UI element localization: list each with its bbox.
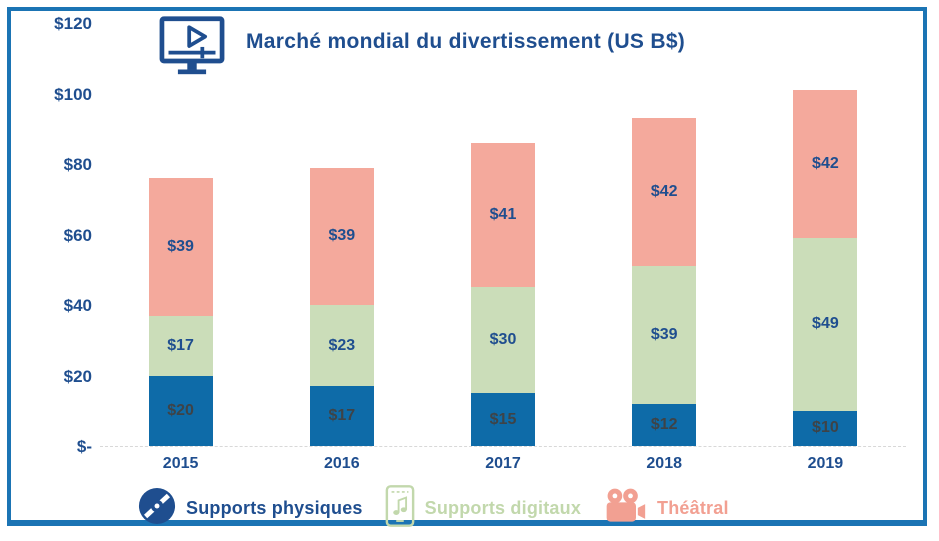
segment: $39 <box>632 266 697 404</box>
bar-slot-2019: $10 $49 $42 <box>745 24 906 446</box>
x-tick-label: 2018 <box>646 455 682 472</box>
chart-title: Marché mondial du divertissement (US B$) <box>246 29 686 53</box>
segment: $41 <box>471 142 535 288</box>
segment-value-label: $39 <box>328 227 356 245</box>
stacked-bar-2018: $12 $39 $42 <box>632 118 697 446</box>
phone-music-icon <box>385 484 415 533</box>
segment: $42 <box>793 89 858 239</box>
segment-value-label: $42 <box>650 183 678 201</box>
bar-slot-2017: $15 $30 $41 <box>422 24 583 446</box>
video-monitor-icon <box>158 15 226 82</box>
x-tick-label: 2016 <box>324 455 360 472</box>
segment-value-label: $10 <box>812 419 839 437</box>
x-axis: 2015 2016 2017 2018 2019 <box>100 455 906 473</box>
legend: Supports physiques Supports digitaux Théât… <box>138 484 729 533</box>
plot-area: $20 $17 $39 $17 $23 $39 $15 $30 $41 $12 $39 $42 $10 $… <box>100 24 906 447</box>
segment-value-label: $17 <box>328 407 356 425</box>
segment: $20 <box>148 375 213 446</box>
segment-value-label: $12 <box>650 415 678 433</box>
segment-value-label: $41 <box>489 206 517 224</box>
y-tick-label: $20 <box>63 366 92 386</box>
segment: $23 <box>309 305 374 387</box>
segment: $39 <box>309 167 374 306</box>
bar-slot-2018: $12 $39 $42 <box>584 24 745 446</box>
segment-value-label: $17 <box>167 336 194 354</box>
stacked-bar-2016: $17 $23 $39 <box>309 167 374 446</box>
legend-label: Théâtral <box>657 498 729 518</box>
segment: $49 <box>793 238 858 411</box>
segment: $12 <box>632 403 697 446</box>
movie-camera-icon <box>603 487 647 530</box>
x-tick-label: 2017 <box>485 455 521 472</box>
y-tick-label: $80 <box>63 155 92 174</box>
x-tick-label: 2019 <box>807 455 844 472</box>
disc-icon <box>138 487 176 530</box>
y-tick-label: $40 <box>63 296 92 315</box>
segment-value-label: $23 <box>328 336 356 354</box>
segment-value-label: $39 <box>167 237 194 255</box>
legend-item: Supports physiques <box>138 487 363 530</box>
y-tick-label: $- <box>76 437 92 456</box>
legend-label: Supports digitaux <box>424 498 582 518</box>
x-tick-label: 2015 <box>162 455 199 472</box>
y-tick-label: $60 <box>63 225 92 245</box>
segment-value-label: $42 <box>812 155 839 172</box>
legend-item: Théâtral <box>603 487 729 530</box>
segment-value-label: $39 <box>650 325 678 343</box>
legend-item: Supports digitaux <box>385 484 581 533</box>
bar-slot-2016: $17 $23 $39 <box>261 24 422 446</box>
stacked-bar-2019: $10 $49 $42 <box>793 89 858 446</box>
stacked-bar-2015: $20 $17 $39 <box>148 178 213 446</box>
y-tick-label: $120 <box>54 14 92 33</box>
segment: $17 <box>148 315 213 376</box>
segment: $17 <box>309 386 374 446</box>
segment-value-label: $30 <box>489 331 517 349</box>
segment-value-label: $49 <box>812 315 839 333</box>
segment: $42 <box>632 118 697 267</box>
segment: $10 <box>793 410 858 446</box>
y-tick-label: $100 <box>54 84 92 104</box>
segment: $30 <box>471 287 535 394</box>
legend-label: Supports physiques <box>186 498 363 518</box>
segment-value-label: $20 <box>167 401 194 419</box>
stacked-bar-2017: $15 $30 $41 <box>471 142 535 446</box>
segment: $15 <box>471 393 535 446</box>
chart-header: Marché mondial du divertissement (US B$) <box>158 15 685 82</box>
segment: $39 <box>148 178 213 316</box>
bar-slot-2015: $20 $17 $39 <box>100 24 261 446</box>
segment-value-label: $15 <box>489 410 517 428</box>
